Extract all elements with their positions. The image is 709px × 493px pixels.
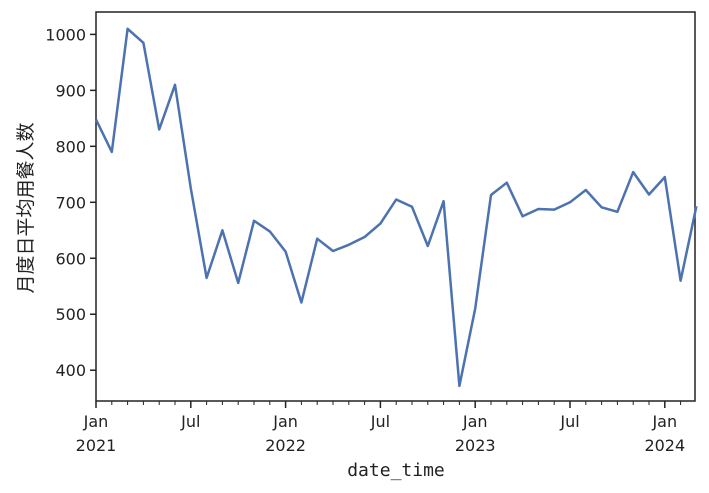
- x-tick-label: Jan: [272, 412, 298, 431]
- series-line: [94, 27, 698, 388]
- y-tick-label: 500: [55, 305, 86, 324]
- x-tick-year-label: 2023: [455, 436, 496, 455]
- plot-frame: [95, 11, 696, 402]
- y-tick-label: 600: [55, 249, 86, 268]
- x-tick-label: Jul: [180, 412, 200, 431]
- y-tick-label: 1000: [45, 25, 86, 44]
- x-tick-label: Jul: [559, 412, 579, 431]
- x-axis: Jan 2021 Jul Jan 2022 Jul Jan 2023 Jul Jan 2024: [76, 401, 685, 455]
- y-tick-label: 400: [55, 361, 86, 380]
- x-tick-year-label: 2022: [265, 436, 306, 455]
- x-tick-label: Jan: [83, 412, 109, 431]
- x-tick-year-label: 2021: [76, 436, 117, 455]
- x-tick-label: Jan: [462, 412, 488, 431]
- y-axis: 400 500 600 700 800 900 1000: [45, 25, 96, 380]
- x-tick-label: Jul: [370, 412, 390, 431]
- x-tick-year-label: 2024: [644, 436, 685, 455]
- y-axis-title: 月度日平均用餐人数: [15, 122, 37, 293]
- x-axis-title: date_time: [347, 460, 445, 481]
- y-tick-label: 700: [55, 193, 86, 212]
- y-tick-label: 800: [55, 137, 86, 156]
- x-axis-minor-ticks: [111, 401, 682, 405]
- x-tick-label: Jan: [651, 412, 677, 431]
- y-tick-label: 900: [55, 81, 86, 100]
